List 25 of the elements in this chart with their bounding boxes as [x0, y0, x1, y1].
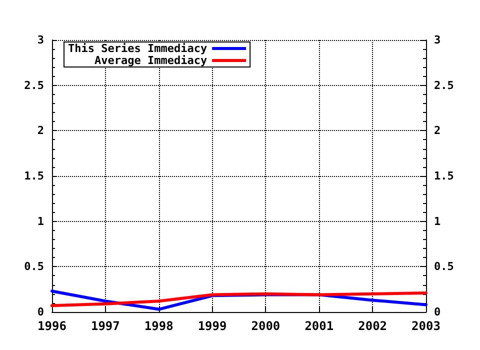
- y2-tick-label: 0: [434, 306, 441, 318]
- line-series: [50, 291, 428, 308]
- y-tick-label: 2: [37, 124, 44, 138]
- legend-label: This Series Immediacy: [68, 42, 208, 55]
- x-tick-label: 1998: [144, 319, 174, 333]
- y-tick-label: 1.5: [24, 170, 44, 182]
- x-tick-label: 1997: [90, 319, 120, 333]
- x-tick-label: 1996: [38, 319, 66, 333]
- legend-label: Average Immediacy: [94, 54, 208, 67]
- y2-tick-label: 0.5: [434, 260, 454, 274]
- y-tick-label: 2.5: [24, 78, 44, 92]
- y2-tick-label: 2.5: [434, 78, 454, 92]
- x-tick-label: 2000: [251, 319, 280, 333]
- x-tick-label: 2002: [358, 319, 388, 333]
- y-tick-label: 0.5: [24, 260, 44, 274]
- y-tick-label: 3: [37, 34, 44, 46]
- y-tick-label: 1: [37, 214, 44, 228]
- x-tick-label: 2001: [304, 319, 334, 333]
- x-tick-label: 2003: [412, 319, 440, 333]
- y2-tick-label: 3: [434, 34, 441, 46]
- y2-tick-label: 1: [434, 214, 441, 228]
- y2-tick-label: 2: [434, 124, 441, 138]
- x-tick-label: 1999: [198, 319, 227, 333]
- y2-tick-label: 1.5: [434, 170, 454, 182]
- y-tick-label: 0: [37, 306, 44, 318]
